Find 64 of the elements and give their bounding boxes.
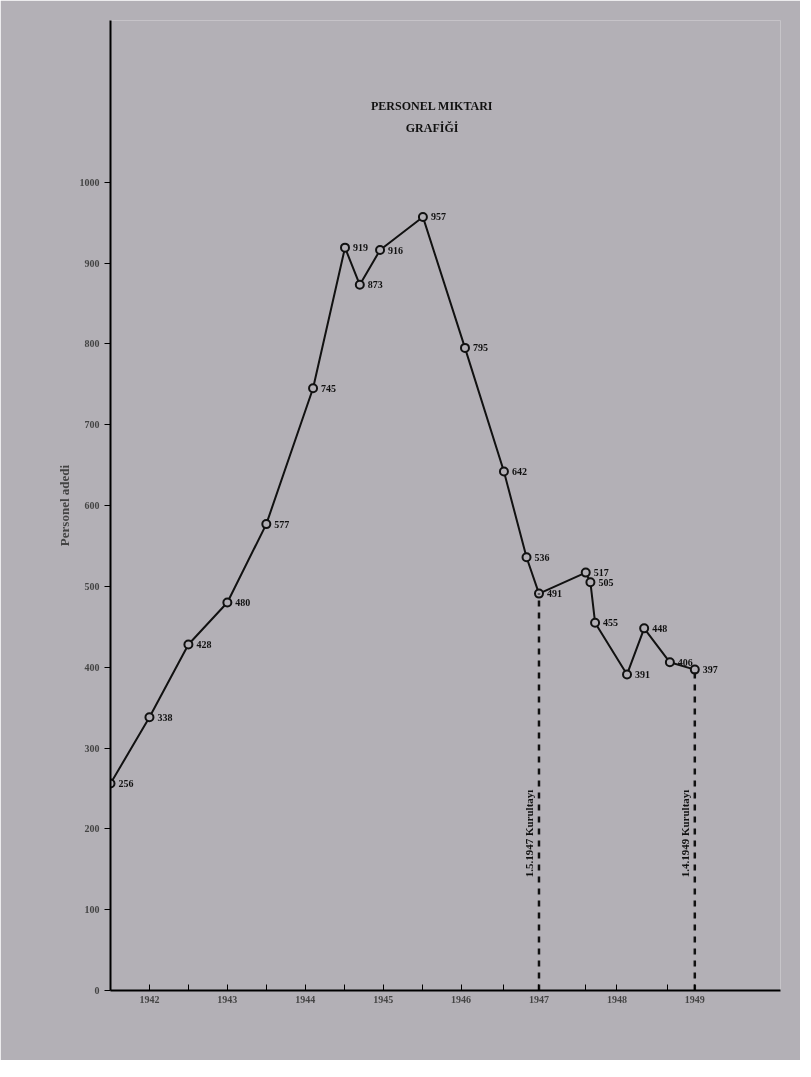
data-label: 406	[677, 656, 693, 668]
x-tick-label: 1946	[451, 993, 472, 1005]
y-tick-label: 500	[84, 580, 100, 592]
y-tick-label: 900	[84, 257, 100, 269]
point	[590, 617, 601, 628]
data-label: 455	[603, 617, 619, 629]
point	[664, 657, 675, 668]
data-label: 957	[430, 211, 446, 223]
y-tick-label: 700	[84, 419, 100, 431]
point	[533, 588, 544, 599]
y-tick-label: 100	[84, 904, 100, 916]
data-label: 505	[598, 576, 614, 588]
x-tick-label: 1943	[217, 993, 238, 1005]
data-label: 577	[274, 518, 290, 530]
data-label: 338	[157, 711, 173, 723]
y-tick-label: 300	[84, 742, 100, 754]
point	[580, 567, 591, 578]
data-label: 491	[546, 588, 562, 600]
point	[689, 664, 700, 675]
x-tick-label: 1944	[295, 993, 316, 1005]
y-axis-title: Personel adedi	[56, 464, 72, 547]
point	[375, 245, 386, 256]
data-label: 795	[472, 342, 488, 354]
data-label: 536	[534, 551, 550, 563]
data-label: 642	[511, 466, 527, 478]
x-tick-label: 1949	[684, 993, 705, 1005]
point	[261, 519, 272, 530]
y-tick-label: 800	[84, 338, 100, 350]
y-tick-label: 0	[94, 985, 100, 996]
y-tick-label: 600	[84, 500, 100, 511]
data-label: 517	[593, 567, 609, 579]
x-tick-label: 1942	[139, 993, 160, 1005]
data-label: 428	[196, 639, 212, 651]
y-tick-label: 1000	[79, 176, 100, 188]
point	[622, 669, 633, 680]
data-label: 916	[388, 244, 404, 256]
point	[521, 552, 532, 563]
data-label: 919	[353, 242, 368, 254]
data-label: 480	[235, 597, 251, 608]
y-tick-label: 400	[84, 661, 100, 673]
point	[308, 383, 319, 394]
ref-line-label: 1.4.1949 Kurultayı	[678, 789, 691, 878]
data-label: 391	[635, 668, 651, 680]
point	[459, 342, 470, 353]
point	[222, 597, 233, 608]
point	[498, 466, 509, 477]
point	[340, 242, 350, 253]
point	[354, 279, 365, 290]
point	[639, 623, 650, 634]
x-tick-label: 1947	[528, 993, 549, 1005]
point	[144, 712, 155, 723]
x-tick-label: 1948	[606, 993, 627, 1005]
data-label: 873	[367, 279, 383, 291]
data-label: 397	[702, 664, 718, 676]
x-tick-label: 1945	[373, 993, 394, 1005]
ref-line-label: 1.5.1947 Kurultayı	[522, 789, 535, 878]
point	[585, 577, 596, 588]
y-tick-label: 200	[84, 823, 100, 835]
data-label: 745	[321, 382, 337, 394]
text: PERSONEL MIKTARI GRAFİĞİ	[371, 98, 493, 136]
data-label: 448	[652, 622, 668, 634]
point	[417, 211, 428, 222]
point	[183, 639, 194, 650]
data-label: 256	[118, 778, 134, 790]
